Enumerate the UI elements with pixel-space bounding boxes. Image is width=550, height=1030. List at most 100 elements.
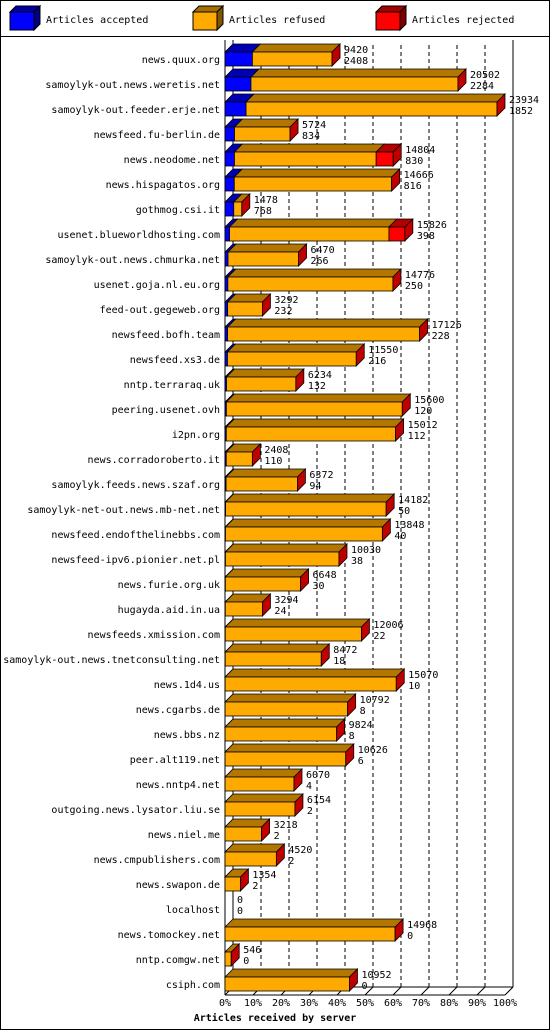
bar	[224, 176, 235, 192]
y-tick-label: outgoing.news.lysator.liu.se	[51, 805, 220, 816]
total-label: 10626	[358, 745, 388, 756]
accepted-label: 24	[274, 606, 286, 617]
bar-cap	[395, 418, 404, 442]
accepted-label: 0	[407, 931, 413, 942]
y-tick-label: i2pn.org	[172, 430, 220, 441]
total-label: 546	[243, 945, 261, 956]
bar	[234, 151, 377, 167]
bar	[388, 226, 406, 242]
bar-cap	[251, 443, 261, 467]
bar-cap	[289, 118, 299, 142]
accepted-label: 266	[311, 256, 329, 267]
bar	[233, 201, 243, 217]
accepted-label: 0	[237, 906, 243, 917]
x-tick-label: 100%	[493, 998, 517, 1009]
bar-top	[227, 243, 308, 253]
bar-cap	[385, 493, 395, 517]
accepted-label: 120	[414, 406, 432, 417]
accepted-label: 228	[432, 331, 450, 342]
bar-top	[224, 668, 406, 678]
bar	[227, 276, 394, 292]
bar-cap	[381, 518, 391, 542]
bar-cap	[230, 943, 240, 967]
total-label: 6470	[311, 245, 335, 256]
accepted-label: 768	[254, 206, 272, 217]
y-tick-label: news.bbs.nz	[154, 730, 220, 741]
accepted-label: 110	[264, 456, 282, 467]
bar-top	[233, 143, 386, 153]
y-tick-label: news.hispagatos.org	[106, 180, 220, 191]
total-label: 14182	[398, 495, 428, 506]
bar	[227, 251, 299, 267]
bar-cap	[262, 293, 271, 317]
bar-cap	[295, 368, 305, 392]
bar	[224, 626, 362, 642]
y-tick-label: newsfeed.xs3.de	[130, 355, 220, 366]
y-tick-label: usenet.goja.nl.eu.org	[94, 280, 220, 291]
bar	[224, 676, 397, 692]
accepted-label: 2	[274, 831, 280, 842]
y-tick-label: newsfeed-ipv6.pionier.net.pl	[51, 555, 220, 566]
bar-cap	[391, 168, 401, 192]
y-tick-label: usenet.blueworldhosting.com	[57, 230, 220, 241]
bar-cap	[300, 568, 309, 592]
y-tick-label: samoylyk-out.news.chmurka.net	[45, 255, 220, 266]
x-tick	[420, 986, 430, 996]
total-label: 1478	[254, 195, 278, 206]
accepted-label: 38	[351, 556, 363, 567]
bar-top	[224, 543, 348, 553]
accepted-label: 6	[358, 756, 364, 767]
bar	[224, 851, 277, 867]
total-label: 8472	[333, 645, 357, 656]
y-tick-label: samoylyk.feeds.news.szaf.org	[51, 480, 220, 491]
legend-swatch	[9, 11, 35, 31]
bar	[224, 701, 349, 717]
legend-label: Articles refused	[229, 15, 325, 26]
bar	[225, 476, 298, 492]
bar	[225, 526, 383, 542]
bar	[375, 151, 394, 167]
bar-top	[225, 393, 412, 403]
bar-top	[224, 843, 286, 853]
total-label: 15600	[414, 395, 444, 406]
accepted-label: 250	[405, 281, 423, 292]
bar-cap	[320, 643, 330, 667]
bar-top	[224, 768, 303, 778]
bar	[227, 301, 263, 317]
bar-cap	[349, 968, 358, 992]
bar-top	[228, 218, 398, 228]
bar-top	[226, 343, 366, 353]
bar-cap	[404, 218, 414, 242]
total-label: 10030	[351, 545, 381, 556]
total-label: 14804	[405, 145, 435, 156]
bar-cap	[261, 818, 270, 842]
bar	[225, 451, 253, 467]
total-label: 6372	[309, 470, 333, 481]
y-tick-label: news.neodome.net	[124, 155, 220, 166]
bar	[224, 876, 241, 892]
y-tick-label: samoylyk-out.news.weretis.net	[45, 80, 220, 91]
accepted-label: 2408	[344, 56, 368, 67]
accepted-label: 40	[394, 531, 406, 542]
bar	[224, 201, 235, 217]
total-label: 3292	[274, 295, 298, 306]
total-label: 3294	[274, 595, 298, 606]
x-tick-label: 40%	[328, 998, 346, 1009]
x-tick-label: 0%	[219, 998, 231, 1009]
bar-cap	[355, 343, 365, 367]
accepted-label: 2	[307, 806, 313, 817]
total-label: 15826	[417, 220, 447, 231]
legend-label: Articles accepted	[46, 15, 148, 26]
x-tick-label: 90%	[468, 998, 486, 1009]
y-tick-label: hugayda.aid.in.ua	[118, 605, 220, 616]
bar-cap	[361, 618, 370, 642]
total-label: 14666	[404, 170, 434, 181]
bar-cap	[298, 243, 307, 267]
total-label: 9824	[349, 720, 373, 731]
bar	[225, 426, 396, 442]
accepted-label: 816	[404, 181, 422, 192]
total-label: 5724	[302, 120, 326, 131]
y-tick-label: peering.usenet.ovh	[112, 405, 220, 416]
y-tick-label: samoylyk-out.news.tnetconsulting.net	[3, 655, 220, 666]
accepted-label: 50	[398, 506, 410, 517]
